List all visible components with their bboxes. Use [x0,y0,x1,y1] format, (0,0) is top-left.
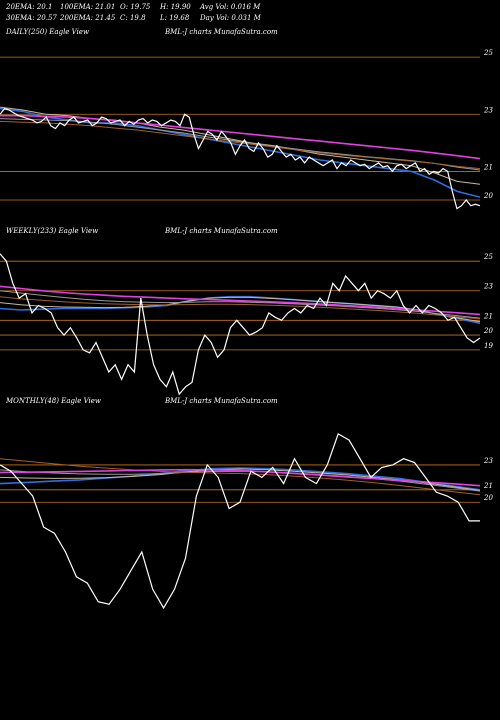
monthly-panel-label: MONTHLY(48) Eagle View [6,397,101,405]
weekly-tick-label: 21 [483,312,493,320]
weekly-ema-line-1 [0,296,481,323]
avg-vol-readout: Avg Vol: 0.016 M [200,3,261,11]
monthly-panel-source: BML-J charts MunafaSutra.com [165,397,278,405]
high-readout: H: 19.90 [160,3,191,11]
daily-ema-line-3 [0,120,481,170]
daily-panel-label: DAILY(250) Eagle View [6,28,89,36]
ema20-readout: 20EMA: 20.1 [6,3,53,11]
weekly-tick-label: 25 [483,253,493,261]
daily-tick-label: 23 [483,106,493,114]
day-vol-readout: Day Vol: 0.031 M [200,14,261,22]
monthly-ema-line-4 [0,468,481,487]
weekly-ema-line-3 [0,296,481,320]
daily-panel-source: BML-J charts MunafaSutra.com [165,28,278,36]
weekly-tick-label: 23 [483,283,493,291]
monthly-chart: 23 21 20 [0,433,493,610]
daily-tick-label: 25 [483,49,493,57]
daily-chart: 25 23 21 20 [0,49,493,210]
weekly-ema-line-4 [0,285,481,316]
monthly-ema-line-0 [0,467,481,491]
weekly-ema-line-2 [0,290,481,319]
close-readout: C: 19.8 [120,14,146,22]
ema200-readout: 200EMA: 21.45 [60,14,116,22]
daily-tick-label: 20 [483,192,493,200]
weekly-panel-source: BML-J charts MunafaSutra.com [165,227,278,235]
low-readout: L: 19.68 [160,14,190,22]
daily-price-line [0,107,481,210]
weekly-tick-label: 19 [484,342,493,350]
ema100-readout: 100EMA: 21.01 [60,3,116,11]
daily-ema-line-4 [0,114,481,160]
monthly-ema-line-3 [0,458,481,496]
weekly-price-line [0,253,481,396]
monthly-tick-label: 23 [483,457,493,465]
monthly-price-line [0,433,480,610]
daily-tick-label: 21 [483,163,493,171]
weekly-panel-label: WEEKLY(233) Eagle View [6,227,99,235]
monthly-tick-label: 20 [483,494,493,502]
ema30-readout: 30EMA: 20.57 [6,14,57,22]
open-readout: O: 19.75 [120,3,151,11]
daily-ema-line-0 [0,107,481,198]
monthly-tick-label: 21 [483,482,493,490]
weekly-chart: 25 23 21 20 19 [0,253,493,396]
weekly-tick-label: 20 [483,327,493,335]
